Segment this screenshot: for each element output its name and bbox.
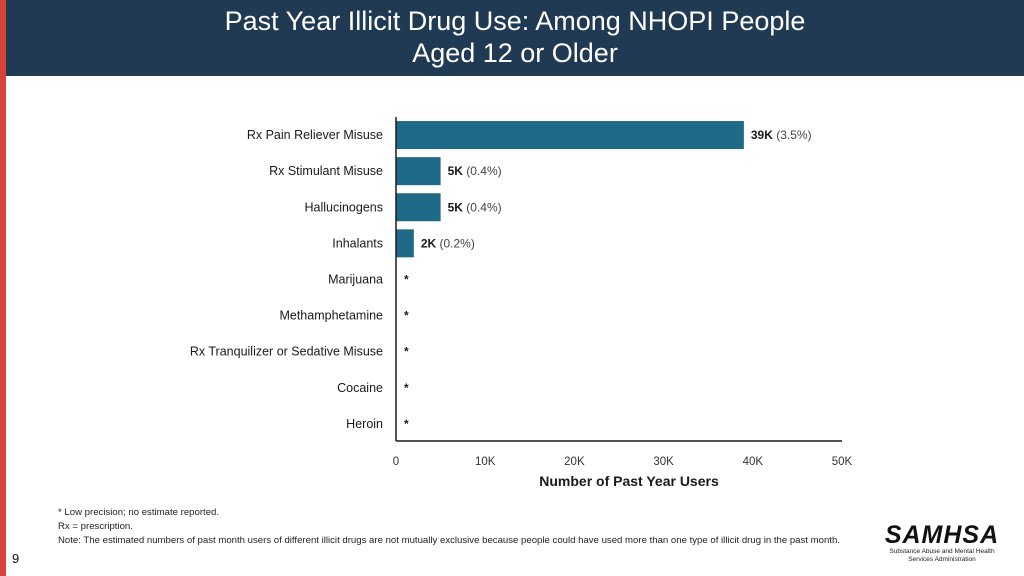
category-label: Inhalants: [332, 236, 383, 250]
data-label-percent: (0.2%): [436, 236, 475, 250]
bar: [396, 229, 414, 258]
title-banner: Past Year Illicit Drug Use: Among NHOPI …: [6, 0, 1024, 76]
slide-number: 9: [12, 551, 20, 566]
data-label-percent: (0.4%): [463, 200, 502, 214]
data-label: 39K (3.5%): [751, 128, 812, 142]
data-label-value: *: [404, 309, 409, 323]
bar: [396, 121, 744, 150]
data-label: *: [404, 309, 409, 323]
logo-wordmark: SAMHSA: [884, 521, 1000, 549]
data-label-percent: (3.5%): [773, 128, 812, 142]
x-tick-label: 30K: [653, 456, 674, 468]
data-label-percent: (0.4%): [463, 164, 502, 178]
data-label-value: *: [404, 345, 409, 359]
data-label: *: [404, 345, 409, 359]
x-tick-label: 50K: [832, 456, 853, 468]
category-label: Heroin: [346, 417, 383, 431]
x-tick-label: 40K: [743, 456, 764, 468]
x-tick-label: 0: [393, 456, 399, 468]
x-tick-label: 20K: [564, 456, 585, 468]
data-label: 5K (0.4%): [448, 164, 502, 178]
bar: [396, 193, 441, 222]
page-title: Past Year Illicit Drug Use: Among NHOPI …: [6, 0, 1024, 69]
category-label: Methamphetamine: [279, 309, 383, 323]
left-accent-bar: [0, 0, 6, 576]
footnote-low-precision: * Low precision; no estimate reported.: [58, 507, 220, 518]
footnote-rx: Rx = prescription.: [58, 521, 133, 532]
x-axis-title: Number of Past Year Users: [539, 473, 719, 489]
samhsa-logo: SAMHSA Substance Abuse and Mental Health…: [882, 522, 1002, 564]
data-label: 2K (0.2%): [421, 236, 475, 250]
data-label: *: [404, 417, 409, 431]
data-label-value: 2K: [421, 236, 437, 250]
logo-subtitle-line-2: Services Administration: [908, 556, 976, 563]
category-label: Cocaine: [337, 381, 383, 395]
category-label: Rx Stimulant Misuse: [269, 164, 383, 178]
category-label: Hallucinogens: [304, 200, 383, 214]
category-label: Rx Tranquilizer or Sedative Misuse: [190, 345, 383, 359]
bar: [396, 157, 441, 186]
data-label-value: *: [404, 272, 409, 286]
category-label: Rx Pain Reliever Misuse: [247, 128, 383, 142]
data-label-value: *: [404, 417, 409, 431]
logo-subtitle-line-1: Substance Abuse and Mental Health: [889, 548, 995, 555]
data-label-value: 39K: [751, 128, 773, 142]
category-label: Marijuana: [328, 272, 383, 286]
data-label-value: *: [404, 381, 409, 395]
page-title-line-1: Past Year Illicit Drug Use: Among NHOPI …: [224, 6, 806, 36]
x-tick-label: 10K: [475, 456, 496, 468]
data-label-value: 5K: [448, 164, 464, 178]
data-label-value: 5K: [448, 200, 464, 214]
data-label: *: [404, 272, 409, 286]
footnotes: * Low precision; no estimate reported. R…: [58, 506, 868, 546]
data-label: *: [404, 381, 409, 395]
footnote-note: Note: The estimated numbers of past mont…: [58, 535, 840, 546]
data-label: 5K (0.4%): [448, 200, 502, 214]
page-title-line-2: Aged 12 or Older: [412, 38, 618, 68]
